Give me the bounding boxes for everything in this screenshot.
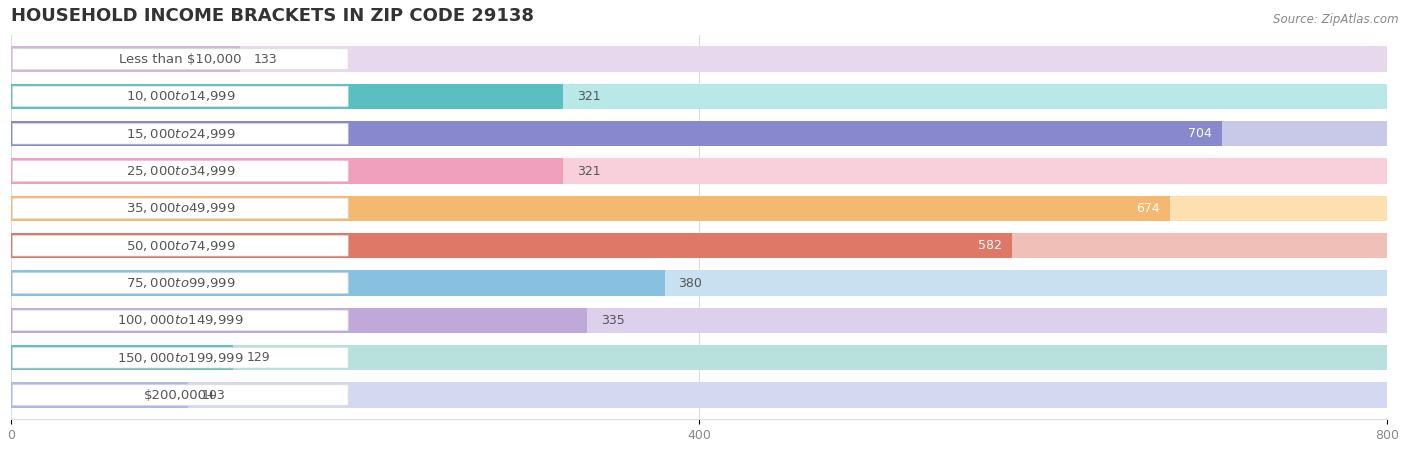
Bar: [11, 270, 1388, 296]
Bar: [11, 383, 188, 408]
FancyBboxPatch shape: [13, 310, 349, 330]
FancyBboxPatch shape: [13, 348, 349, 368]
Text: Less than $10,000: Less than $10,000: [120, 53, 242, 66]
Bar: [11, 308, 1388, 333]
FancyBboxPatch shape: [13, 123, 349, 144]
FancyBboxPatch shape: [13, 161, 349, 181]
Text: 133: 133: [253, 53, 277, 66]
Bar: [11, 121, 1388, 146]
Text: 704: 704: [1188, 127, 1212, 140]
Bar: [11, 345, 233, 370]
Bar: [11, 46, 1388, 72]
Text: $50,000 to $74,999: $50,000 to $74,999: [125, 239, 235, 253]
Text: 335: 335: [600, 314, 624, 327]
Text: $35,000 to $49,999: $35,000 to $49,999: [125, 202, 235, 216]
FancyBboxPatch shape: [13, 273, 349, 293]
Text: $25,000 to $34,999: $25,000 to $34,999: [125, 164, 235, 178]
Bar: [11, 46, 239, 72]
Text: $150,000 to $199,999: $150,000 to $199,999: [117, 351, 243, 365]
Text: HOUSEHOLD INCOME BRACKETS IN ZIP CODE 29138: HOUSEHOLD INCOME BRACKETS IN ZIP CODE 29…: [11, 7, 534, 25]
Text: $15,000 to $24,999: $15,000 to $24,999: [125, 127, 235, 141]
Bar: [11, 196, 1170, 221]
FancyBboxPatch shape: [13, 198, 349, 219]
Bar: [11, 158, 564, 184]
Text: $100,000 to $149,999: $100,000 to $149,999: [117, 313, 243, 327]
Text: 103: 103: [202, 388, 225, 401]
FancyBboxPatch shape: [13, 385, 349, 405]
Bar: [11, 233, 1388, 259]
FancyBboxPatch shape: [13, 86, 349, 107]
Text: 582: 582: [977, 239, 1001, 252]
FancyBboxPatch shape: [13, 235, 349, 256]
Text: 674: 674: [1136, 202, 1160, 215]
Bar: [11, 233, 1012, 259]
Text: Source: ZipAtlas.com: Source: ZipAtlas.com: [1274, 13, 1399, 26]
Bar: [11, 270, 665, 296]
Bar: [11, 84, 1388, 109]
Text: $200,000+: $200,000+: [143, 388, 218, 401]
Bar: [11, 345, 1388, 370]
Bar: [11, 84, 564, 109]
Text: 321: 321: [576, 90, 600, 103]
Bar: [11, 196, 1388, 221]
Text: 129: 129: [246, 351, 270, 364]
Text: 380: 380: [678, 277, 702, 290]
Bar: [11, 158, 1388, 184]
Text: $75,000 to $99,999: $75,000 to $99,999: [125, 276, 235, 290]
FancyBboxPatch shape: [13, 49, 349, 70]
Bar: [11, 308, 588, 333]
Text: $10,000 to $14,999: $10,000 to $14,999: [125, 89, 235, 103]
Text: 321: 321: [576, 165, 600, 178]
Bar: [11, 383, 1388, 408]
Bar: [11, 121, 1222, 146]
